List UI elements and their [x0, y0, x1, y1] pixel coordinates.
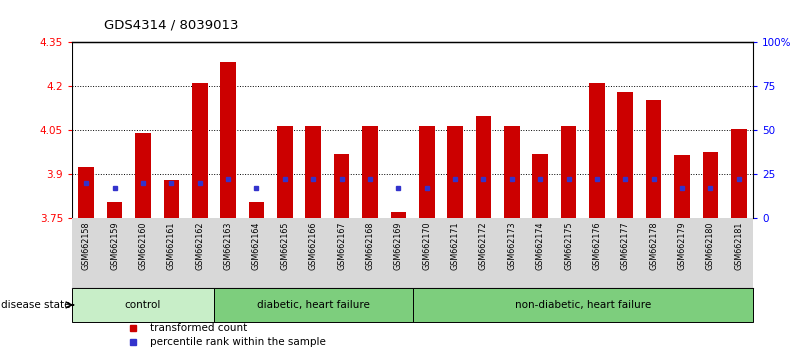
Text: GSM662158: GSM662158 — [82, 222, 91, 270]
Text: GSM662174: GSM662174 — [536, 222, 545, 270]
Text: GSM662178: GSM662178 — [649, 222, 658, 270]
Text: GSM662166: GSM662166 — [308, 222, 318, 270]
Bar — [214, 289, 413, 321]
Text: GSM662176: GSM662176 — [593, 222, 602, 270]
Bar — [646, 99, 662, 218]
Text: GSM662164: GSM662164 — [252, 222, 261, 270]
Text: GSM662163: GSM662163 — [223, 222, 232, 270]
Bar — [476, 116, 491, 218]
Text: GSM662181: GSM662181 — [735, 222, 743, 270]
Text: GSM662171: GSM662171 — [451, 222, 460, 270]
Bar — [163, 180, 179, 218]
Bar — [504, 126, 520, 218]
Bar — [192, 84, 207, 218]
Bar — [419, 126, 434, 218]
Text: GSM662162: GSM662162 — [195, 222, 204, 270]
Bar — [391, 212, 406, 218]
Text: transformed count: transformed count — [151, 323, 248, 333]
Bar — [731, 129, 747, 218]
Bar — [447, 126, 463, 218]
Bar — [220, 62, 236, 218]
Text: percentile rank within the sample: percentile rank within the sample — [151, 337, 326, 347]
Bar — [277, 126, 292, 218]
Bar — [78, 167, 94, 218]
Text: GSM662173: GSM662173 — [507, 222, 517, 270]
Text: GSM662161: GSM662161 — [167, 222, 176, 270]
Bar — [305, 126, 321, 218]
Text: diabetic, heart failure: diabetic, heart failure — [257, 300, 370, 310]
Text: GSM662172: GSM662172 — [479, 222, 488, 270]
Text: GSM662160: GSM662160 — [139, 222, 147, 270]
Bar — [72, 289, 214, 321]
Bar — [107, 202, 123, 218]
Bar — [618, 92, 633, 218]
Text: GSM662177: GSM662177 — [621, 222, 630, 270]
Text: GSM662179: GSM662179 — [678, 222, 686, 270]
Text: GSM662167: GSM662167 — [337, 222, 346, 270]
Text: GSM662165: GSM662165 — [280, 222, 289, 270]
Text: non-diabetic, heart failure: non-diabetic, heart failure — [514, 300, 651, 310]
Text: GSM662175: GSM662175 — [564, 222, 573, 270]
Bar — [413, 289, 753, 321]
Text: control: control — [125, 300, 161, 310]
Bar — [533, 154, 548, 218]
Bar — [589, 84, 605, 218]
Bar — [248, 202, 264, 218]
Text: GSM662168: GSM662168 — [365, 222, 374, 270]
Bar — [674, 155, 690, 218]
Text: GSM662170: GSM662170 — [422, 222, 431, 270]
Bar — [334, 154, 349, 218]
Text: GDS4314 / 8039013: GDS4314 / 8039013 — [104, 19, 239, 32]
Bar — [702, 152, 718, 218]
Bar — [362, 126, 378, 218]
Text: GSM662169: GSM662169 — [394, 222, 403, 270]
Text: GSM662180: GSM662180 — [706, 222, 714, 270]
Text: disease state: disease state — [1, 300, 70, 310]
Bar — [561, 126, 577, 218]
Bar — [135, 133, 151, 218]
Text: GSM662159: GSM662159 — [111, 222, 119, 270]
